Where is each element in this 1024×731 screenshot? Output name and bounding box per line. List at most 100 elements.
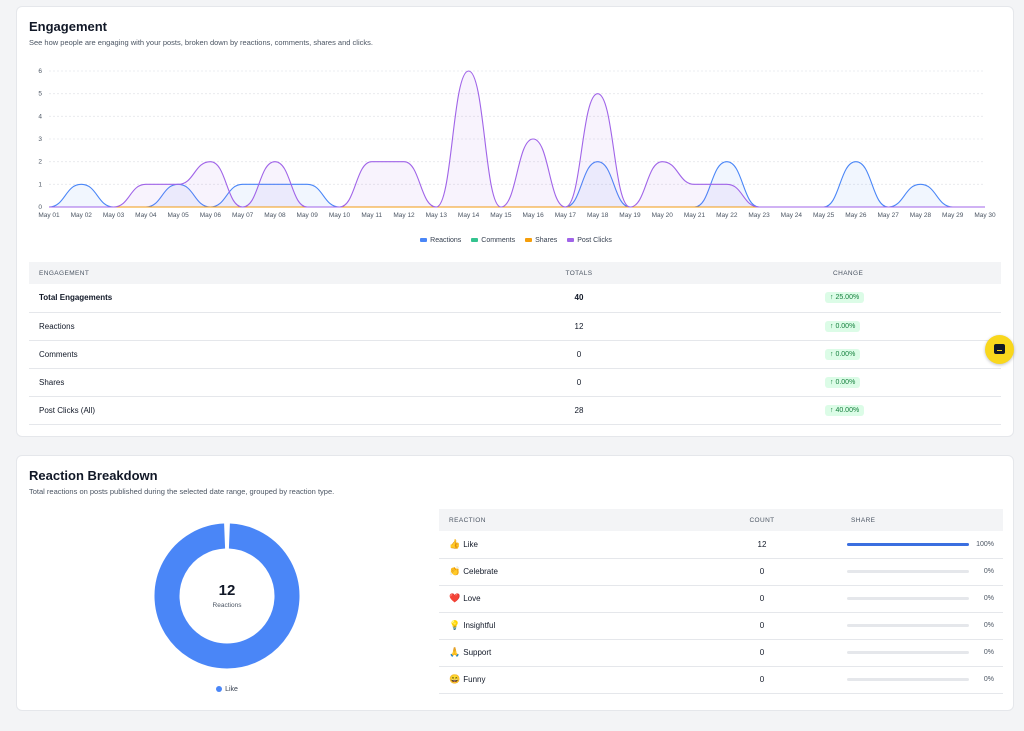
share-percent: 0% [983, 676, 994, 684]
share-bar [847, 624, 969, 628]
x-tick-label: May 12 [393, 212, 415, 219]
share-bar [847, 678, 969, 682]
series-line-post-clicks [49, 70, 985, 208]
metric-label: Post Clicks (All) [29, 396, 389, 425]
reaction-icon: 🙏 [449, 647, 461, 657]
table-row: 👍 Like 12 100% [439, 531, 1003, 559]
change-badge: ↑ 0.00% [825, 348, 861, 360]
col-header-change[interactable]: CHANGE [769, 262, 1001, 284]
table-row: Total Engagements 40 ↑ 25.00% [29, 284, 1001, 313]
x-tick-label: May 11 [361, 212, 382, 219]
share-bar [847, 570, 969, 574]
x-tick-label: May 19 [619, 212, 641, 219]
share-bar-fill [847, 543, 969, 547]
table-row: 😄 Funny 0 0% [439, 666, 1003, 694]
y-tick-label: 6 [38, 68, 42, 75]
x-tick-label: May 16 [522, 212, 544, 219]
col-header-share[interactable]: SHARE [837, 509, 1003, 531]
reaction-label: Funny [463, 675, 486, 684]
x-tick-label: May 15 [490, 212, 512, 219]
metric-total: 40 [389, 284, 769, 313]
chat-icon [994, 344, 1005, 354]
y-tick-label: 3 [38, 136, 42, 143]
reaction-label: Love [463, 594, 481, 603]
change-badge: ↑ 40.00% [825, 404, 865, 416]
metric-label: Total Engagements [29, 284, 389, 313]
x-tick-label: May 20 [652, 212, 674, 219]
table-header-row: ENGAGEMENT TOTALS CHANGE [29, 262, 1001, 284]
donut-total-label: Reactions [212, 602, 242, 609]
table-row: Post Clicks (All) 28 ↑ 40.00% [29, 396, 1001, 425]
legend-swatch [420, 238, 428, 243]
donut-slice-like[interactable] [154, 523, 300, 669]
reaction-donut-chart [154, 523, 300, 669]
x-tick-label: May 25 [813, 212, 835, 219]
legend-swatch [525, 238, 533, 243]
x-tick-label: May 07 [232, 212, 254, 219]
x-tick-label: May 28 [910, 212, 932, 219]
y-tick-label: 5 [38, 91, 42, 98]
legend-item-comments[interactable]: Comments [471, 237, 515, 244]
reaction-count: 0 [687, 666, 837, 694]
engagement-title: Engagement [29, 19, 108, 34]
col-header-reaction[interactable]: REACTION [439, 509, 687, 531]
chart-legend: Reactions Comments Shares Post Clicks [17, 237, 1015, 244]
x-tick-label: May 18 [587, 212, 609, 219]
table-row: ❤️ Love 0 0% [439, 585, 1003, 613]
share-bar [847, 651, 969, 655]
metric-total: 0 [389, 340, 769, 369]
reaction-icon: 👏 [449, 566, 461, 576]
reaction-icon: 💡 [449, 620, 461, 630]
table-row: 🙏 Support 0 0% [439, 639, 1003, 667]
metric-label: Comments [29, 340, 389, 369]
metric-total: 12 [389, 312, 769, 341]
reaction-icon: 👍 [449, 538, 461, 549]
x-tick-label: May 06 [200, 212, 222, 219]
donut-legend-label: Like [225, 686, 238, 693]
legend-swatch [567, 238, 575, 243]
share-percent: 0% [983, 649, 994, 657]
reaction-breakdown-title: Reaction Breakdown [29, 468, 158, 483]
legend-item-shares[interactable]: Shares [525, 237, 557, 244]
reaction-count: 0 [687, 639, 837, 667]
table-row: Reactions 12 ↑ 0.00% [29, 312, 1001, 341]
reaction-label: Insightful [463, 621, 496, 630]
y-tick-label: 4 [38, 113, 42, 120]
reaction-breakdown-subtitle: Total reactions on posts published durin… [29, 487, 335, 496]
col-header-engagement[interactable]: ENGAGEMENT [29, 262, 389, 284]
share-bar [847, 543, 969, 547]
engagement-subtitle: See how people are engaging with your po… [29, 38, 373, 47]
x-tick-label: May 08 [264, 212, 286, 219]
engagement-chart: 0 1 2 3 4 5 6 May 01 May 02 May 03 May 04 May 05 May… [38, 68, 996, 219]
share-percent: 0% [983, 568, 994, 576]
metric-total: 0 [389, 368, 769, 397]
table-row: 👏 Celebrate 0 0% [439, 558, 1003, 586]
table-row: Shares 0 ↑ 0.00% [29, 368, 1001, 397]
reaction-icon: ❤️ [449, 593, 461, 603]
reaction-count: 0 [687, 585, 837, 613]
x-tick-label: May 17 [555, 212, 577, 219]
col-header-totals[interactable]: TOTALS [389, 262, 769, 284]
x-tick-label: May 09 [297, 212, 319, 219]
donut-total-value: 12 [218, 582, 236, 599]
col-header-count[interactable]: COUNT [687, 509, 837, 531]
donut-legend: Like [127, 686, 327, 693]
change-badge: ↑ 25.00% [825, 292, 865, 304]
x-tick-label: May 22 [716, 212, 738, 219]
x-tick-label: May 03 [103, 212, 125, 219]
metric-label: Shares [29, 368, 389, 397]
share-percent: 100% [976, 541, 994, 549]
reaction-label: Support [463, 648, 492, 657]
metric-label: Reactions [29, 312, 389, 341]
x-tick-label: May 01 [38, 212, 60, 219]
help-chat-button[interactable] [985, 335, 1014, 364]
reaction-label: Like [463, 539, 478, 549]
share-bar [847, 597, 969, 601]
legend-item-reactions[interactable]: Reactions [420, 237, 461, 244]
reaction-count: 0 [687, 612, 837, 640]
y-tick-label: 1 [38, 181, 42, 188]
x-tick-label: May 04 [135, 212, 157, 219]
legend-label: Comments [481, 237, 516, 244]
legend-item-post-clicks[interactable]: Post Clicks [567, 237, 612, 244]
share-percent: 0% [983, 622, 994, 630]
